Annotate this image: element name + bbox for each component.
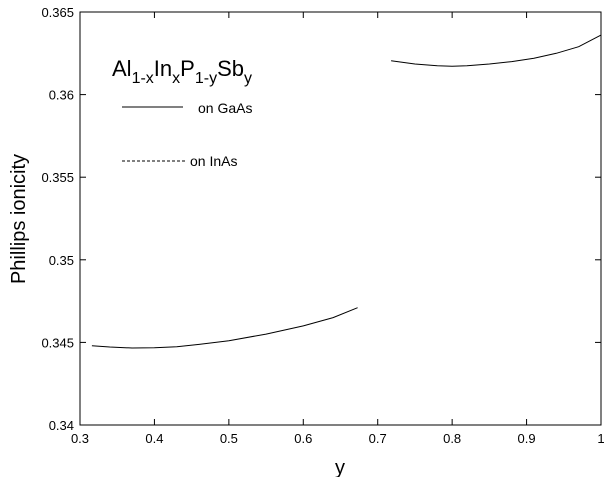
legend-title-part: P bbox=[180, 56, 195, 81]
legend: Al1-xInxP1-ySby on GaAs on InAs bbox=[112, 56, 252, 169]
legend-title-sub: 1-y bbox=[195, 70, 217, 87]
legend-title-sub: y bbox=[244, 70, 252, 87]
legend-title-part: Sb bbox=[217, 56, 244, 81]
y-tick-label: 0.365 bbox=[41, 5, 74, 20]
x-tick-label: 0.6 bbox=[294, 431, 312, 446]
series-group bbox=[91, 34, 602, 349]
y-tick-label: 0.34 bbox=[49, 418, 74, 433]
legend-title-sub: x bbox=[172, 70, 180, 87]
plot-frame bbox=[79, 11, 602, 426]
x-tick-label: 1 bbox=[597, 431, 604, 446]
legend-title-sub: 1-x bbox=[132, 70, 154, 87]
series-line-1 bbox=[391, 34, 602, 67]
y-tick-label: 0.345 bbox=[41, 335, 74, 350]
y-tick-label: 0.36 bbox=[49, 88, 74, 103]
x-tick-label: 0.3 bbox=[71, 431, 89, 446]
legend-title: Al1-xInxP1-ySby bbox=[112, 56, 252, 87]
ticks: 0.3 0.4 0.5 0.6 0.7 0.8 0.9 1 0.34 0.345 0.35 0.355… bbox=[41, 5, 604, 446]
legend-title-part: In bbox=[154, 56, 172, 81]
x-tick-label: 0.8 bbox=[443, 431, 461, 446]
legend-label-inas: on InAs bbox=[190, 153, 237, 169]
x-axis-label: y bbox=[335, 457, 345, 477]
y-tick-label: 0.35 bbox=[49, 253, 74, 268]
legend-title-part: Al bbox=[112, 56, 132, 81]
y-axis-label: Phillips ionicity bbox=[8, 154, 30, 284]
x-tick-label: 0.5 bbox=[220, 431, 238, 446]
x-tick-label: 0.7 bbox=[369, 431, 387, 446]
series-line-0 bbox=[91, 307, 358, 349]
x-tick-label: 0.4 bbox=[145, 431, 163, 446]
legend-label-gaas: on GaAs bbox=[198, 100, 252, 116]
y-tick-label: 0.355 bbox=[41, 170, 74, 185]
x-tick-label: 0.9 bbox=[518, 431, 536, 446]
